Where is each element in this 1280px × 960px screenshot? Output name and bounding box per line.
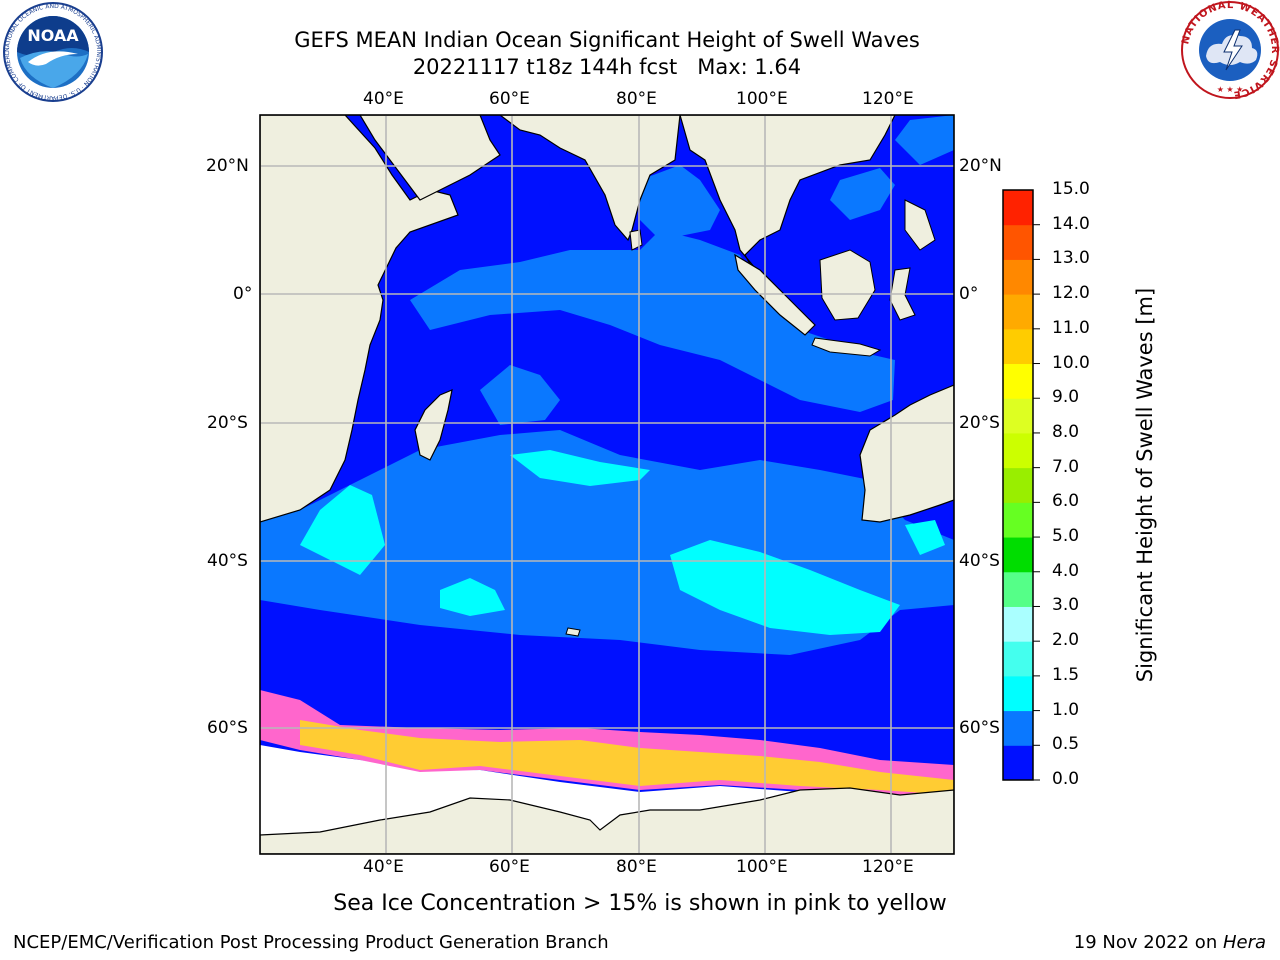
land-australia xyxy=(859,384,954,523)
colorbar-swatch xyxy=(1003,502,1033,538)
colorbar-tick-label: 7.0 xyxy=(1052,456,1080,477)
colorbar-swatch xyxy=(1003,641,1033,677)
lon-label-top: 40°E xyxy=(363,89,404,109)
colorbar-swatch xyxy=(1003,432,1033,469)
colorbar-tick-label: 3.0 xyxy=(1052,595,1080,616)
land-philippines xyxy=(904,199,936,251)
noaa-text: NOAA xyxy=(27,26,79,45)
colorbar-swatch xyxy=(1003,224,1033,260)
land-southeast-asia xyxy=(679,115,896,301)
footer-date-text: 19 Nov 2022 on xyxy=(1073,932,1223,953)
lon-label-bottom: 100°E xyxy=(736,857,788,877)
sea-ice-note: Sea Ice Concentration > 15% is shown in … xyxy=(333,891,947,916)
colorbar-tick-label: 12.0 xyxy=(1052,283,1090,304)
colorbar-tick-label: 8.0 xyxy=(1052,421,1080,442)
colorbar-tick-label: 15.0 xyxy=(1052,179,1090,199)
colorbar-swatch xyxy=(1003,537,1033,573)
lon-label-top: 60°E xyxy=(489,89,530,109)
colorbar-swatch xyxy=(1003,606,1033,642)
land-madagascar xyxy=(414,389,453,461)
lat-label-right: 40°S xyxy=(959,551,1000,571)
colorbar-swatch xyxy=(1003,745,1033,781)
colorbar-tick-label: 0.0 xyxy=(1052,769,1080,789)
colorbar-swatch xyxy=(1003,710,1033,746)
colorbar-swatch xyxy=(1003,398,1033,434)
colorbar-tick-label: 2.0 xyxy=(1052,630,1080,651)
colorbar xyxy=(1002,189,1040,781)
colorbar-swatch xyxy=(1003,259,1033,295)
colorbar-tick-label: 13.0 xyxy=(1052,248,1090,269)
lat-label-right: 20°S xyxy=(959,413,1000,433)
lon-label-top: 120°E xyxy=(862,89,914,109)
lat-label-left: 40°S xyxy=(207,551,248,571)
swell-high-regions xyxy=(300,450,945,635)
colorbar-tick-label: 0.5 xyxy=(1052,734,1080,755)
colorbar-tick-label: 6.0 xyxy=(1052,491,1080,512)
lat-label-left: 20°N xyxy=(206,156,249,176)
nws-stars: ★ ★ ★ xyxy=(1217,85,1244,94)
land-india xyxy=(499,115,681,242)
colorbar-swatch xyxy=(1003,675,1033,712)
footer-host: Hera xyxy=(1222,932,1266,953)
colorbar-tick-label: 14.0 xyxy=(1052,213,1090,234)
colorbar-tick-label: 1.0 xyxy=(1052,699,1080,720)
lon-label-bottom: 60°E xyxy=(489,857,530,877)
land-africa xyxy=(260,115,459,523)
colorbar-swatch xyxy=(1003,328,1033,365)
colorbar-tick-label: 4.0 xyxy=(1052,560,1080,581)
colorbar-label: Significant Height of Swell Waves [m] xyxy=(1133,287,1157,683)
footer-date: 19 Nov 2022 on Hera xyxy=(1074,932,1266,953)
lat-label-left: 0° xyxy=(233,284,253,304)
sea-ice-yellow-band xyxy=(300,720,954,795)
colorbar-swatch xyxy=(1003,294,1033,330)
colorbar-tick-label: 11.0 xyxy=(1052,317,1090,338)
chart-subtitle: 20221117 t18z 144h fcst Max: 1.64 xyxy=(412,55,802,79)
colorbar-swatch xyxy=(1003,571,1033,607)
land-borneo xyxy=(819,249,876,321)
map-gridlines xyxy=(260,115,954,854)
colorbar-swatch xyxy=(1003,363,1033,399)
lon-label-bottom: 120°E xyxy=(862,857,914,877)
lon-label-bottom: 80°E xyxy=(616,857,657,877)
colorbar-swatch xyxy=(1003,467,1033,503)
colorbar-swatch xyxy=(1003,190,1033,226)
colorbar-tick-label: 5.0 xyxy=(1052,526,1080,547)
lon-label-top: 80°E xyxy=(616,89,657,109)
land-kerguelen xyxy=(565,627,581,637)
lat-label-right: 0° xyxy=(959,284,979,304)
land-sumatra xyxy=(734,253,816,336)
map-frame xyxy=(259,114,955,855)
land-java xyxy=(811,337,882,357)
lon-label-bottom: 40°E xyxy=(363,857,404,877)
noaa-logo: NATIONAL OCEANIC AND ATMOSPHERIC ADMINIS… xyxy=(2,2,103,102)
colorbar-tick-label: 10.0 xyxy=(1052,352,1090,373)
colorbar-tick-label: 9.0 xyxy=(1052,387,1080,408)
lat-label-left: 60°S xyxy=(207,718,248,738)
land-arabia xyxy=(359,115,501,201)
lat-label-left: 20°S xyxy=(207,413,248,433)
lon-label-top: 100°E xyxy=(736,89,788,109)
footer-credit: NCEP/EMC/Verification Post Processing Pr… xyxy=(13,932,609,953)
colorbar-tick-label: 1.5 xyxy=(1052,664,1080,685)
lat-label-right: 60°S xyxy=(959,718,1000,738)
lat-label-right: 20°N xyxy=(959,156,1002,176)
nws-logo: NATIONAL WEATHER SERVICE ★ ★ ★ xyxy=(1180,0,1279,100)
chart-title: GEFS MEAN Indian Ocean Significant Heigh… xyxy=(294,28,920,52)
